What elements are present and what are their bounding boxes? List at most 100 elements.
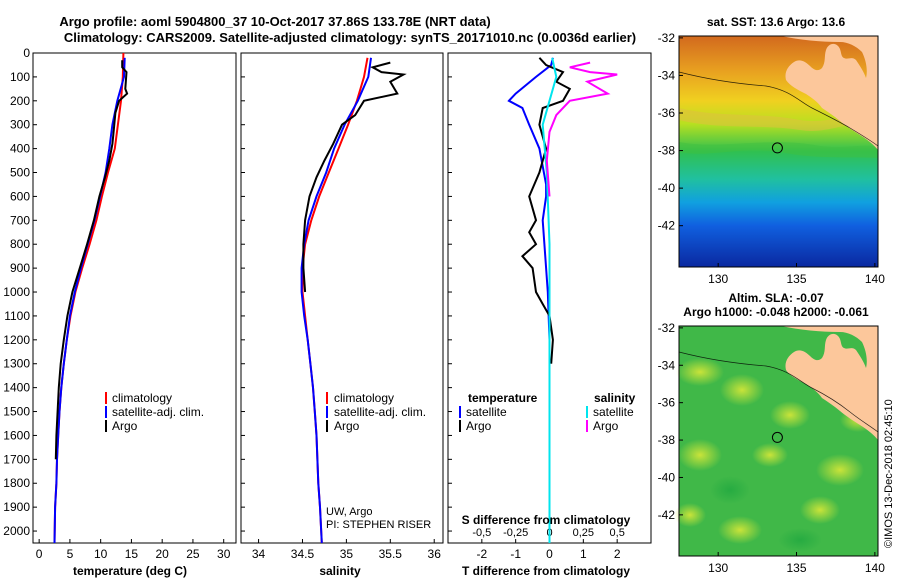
legend-label-climatology: climatology — [112, 391, 172, 405]
x-tick-label: 35.5 — [379, 547, 403, 561]
sla-map-title: Altim. SLA: -0.07 — [728, 291, 824, 305]
sst-argo-marker — [771, 142, 783, 154]
map-y-tick-label: -40 — [658, 181, 676, 195]
sla-blob-dark — [710, 476, 750, 504]
sst-warm-streak — [679, 108, 878, 131]
temperature-xlabel: temperature (deg C) — [73, 564, 187, 578]
map-y-tick-label: -32 — [658, 321, 676, 335]
sla-argo-marker — [771, 431, 783, 443]
legend-title-salinity: salinity — [594, 391, 636, 405]
x-tick-label: 5 — [67, 547, 74, 561]
map-y-tick-label: -36 — [658, 396, 676, 410]
sla-blob — [720, 374, 764, 406]
legend-label-argo: Argo — [112, 419, 138, 433]
sst-land — [781, 36, 878, 150]
sst-map-frame — [678, 35, 879, 268]
legend-title-temperature: temperature — [468, 391, 538, 405]
s-tick-label: 0,25 — [573, 527, 594, 539]
x-tick-label: 0 — [546, 547, 553, 561]
s-tick-label: -0,25 — [503, 527, 528, 539]
x-tick-label: 25 — [186, 547, 200, 561]
y-tick-label: 1300 — [3, 357, 30, 371]
map-x-tick-label: 135 — [787, 272, 807, 286]
y-tick-label: 1900 — [3, 500, 30, 514]
x-tick-label: 20 — [156, 547, 170, 561]
sla-isobath — [678, 351, 879, 433]
y-tick-label: 1000 — [3, 285, 30, 299]
sst-green-band — [679, 142, 878, 158]
difference-legend-temperature: temperature satellite Argo — [459, 391, 538, 433]
y-tick-label: 800 — [10, 237, 30, 251]
figure-title-line2: Climatology: CARS2009. Satellite-adjuste… — [64, 30, 636, 45]
y-tick-label: 1700 — [3, 452, 30, 466]
x-tick-label: 36 — [428, 547, 442, 561]
sla-blob — [752, 443, 788, 467]
map-y-tick-label: -38 — [658, 433, 676, 447]
series-satellite-adj-clim- — [300, 57, 372, 544]
map-x-tick-label: 130 — [708, 561, 728, 575]
y-tick-label: 0 — [23, 46, 30, 60]
s-tick-label: -0,5 — [472, 527, 491, 539]
salinity-xlabel: salinity — [319, 564, 361, 578]
map-y-tick-label: -42 — [658, 219, 676, 233]
salinity-annotation-uw: UW, Argo — [326, 506, 372, 518]
sla-blob — [718, 516, 762, 544]
sla-blob — [816, 454, 864, 486]
plot-frame — [32, 52, 237, 544]
sla-blob — [770, 401, 810, 429]
temperature-legend: climatology satellite-adj. clim. Argo — [105, 391, 204, 433]
x-tick-label: 35 — [340, 547, 354, 561]
sla-blob — [674, 503, 706, 527]
series-argo — [302, 61, 407, 293]
figure-title-line1: Argo profile: aoml 5904800_37 10-Oct-201… — [59, 14, 490, 29]
y-tick-label: 1600 — [3, 428, 30, 442]
salinity-annotation-pi: PI: STEPHEN RISER — [326, 519, 431, 531]
legend-label-satellite: satellite-adj. clim. — [334, 405, 426, 419]
x-tick-label: -1 — [510, 547, 521, 561]
sst-isobath — [678, 71, 879, 147]
sla-blob — [678, 439, 722, 471]
y-tick-label: 600 — [10, 189, 30, 203]
y-tick-label: 500 — [10, 166, 30, 180]
map-y-tick-label: -32 — [658, 31, 676, 45]
legend-label-t-argo: Argo — [466, 419, 492, 433]
s-tick-label: 0,5 — [610, 527, 625, 539]
x-tick-label: 30 — [217, 547, 231, 561]
series-t-argo — [520, 57, 572, 364]
salinity-panel: 34 34.5 35 35.5 36 — [240, 52, 444, 561]
legend-label-satellite: satellite-adj. clim. — [112, 405, 204, 419]
y-tick-label: 700 — [10, 213, 30, 227]
legend-label-t-satellite: satellite — [466, 405, 507, 419]
x-tick-label: 10 — [94, 547, 108, 561]
series-satellite-adj-clim- — [53, 57, 126, 544]
map-y-tick-label: -40 — [658, 470, 676, 484]
legend-label-s-satellite: satellite — [593, 405, 634, 419]
y-tick-label: 400 — [10, 142, 30, 156]
y-tick-label: 1500 — [3, 405, 30, 419]
map-y-tick-label: -36 — [658, 106, 676, 120]
temperature-panel: 0 5 10 15 20 25 300100200300400500600700800900… — [3, 46, 237, 561]
x-tick-label: 15 — [125, 547, 139, 561]
map-y-tick-label: -38 — [658, 144, 676, 158]
credit-text: ©IMOS 13-Dec-2018 02:45:10 — [883, 399, 895, 548]
y-tick-label: 1200 — [3, 333, 30, 347]
series-s-satellite — [541, 57, 558, 543]
legend-label-s-argo: Argo — [593, 419, 619, 433]
series-argo — [54, 60, 129, 460]
map-x-tick-label: 135 — [787, 561, 807, 575]
plot-frame — [240, 52, 444, 544]
map-axes: 130 135 140 -32 -34 -36 -38 -40 -42 130 135 140 -32 -… — [658, 31, 886, 575]
map-y-tick-label: -34 — [658, 68, 676, 82]
map-y-tick-label: -34 — [658, 358, 676, 372]
legend-label-argo: Argo — [334, 419, 360, 433]
map-x-tick-label: 140 — [865, 561, 885, 575]
x-tick-label: 34.5 — [291, 547, 315, 561]
y-tick-label: 200 — [10, 94, 30, 108]
series-climatology — [301, 57, 369, 544]
x-tick-label: -2 — [476, 547, 487, 561]
x-tick-label: 1 — [580, 547, 587, 561]
y-tick-label: 300 — [10, 118, 30, 132]
sla-land — [781, 326, 878, 440]
difference-xlabel: T difference from climatology — [462, 564, 630, 578]
map-x-tick-label: 140 — [865, 272, 885, 286]
